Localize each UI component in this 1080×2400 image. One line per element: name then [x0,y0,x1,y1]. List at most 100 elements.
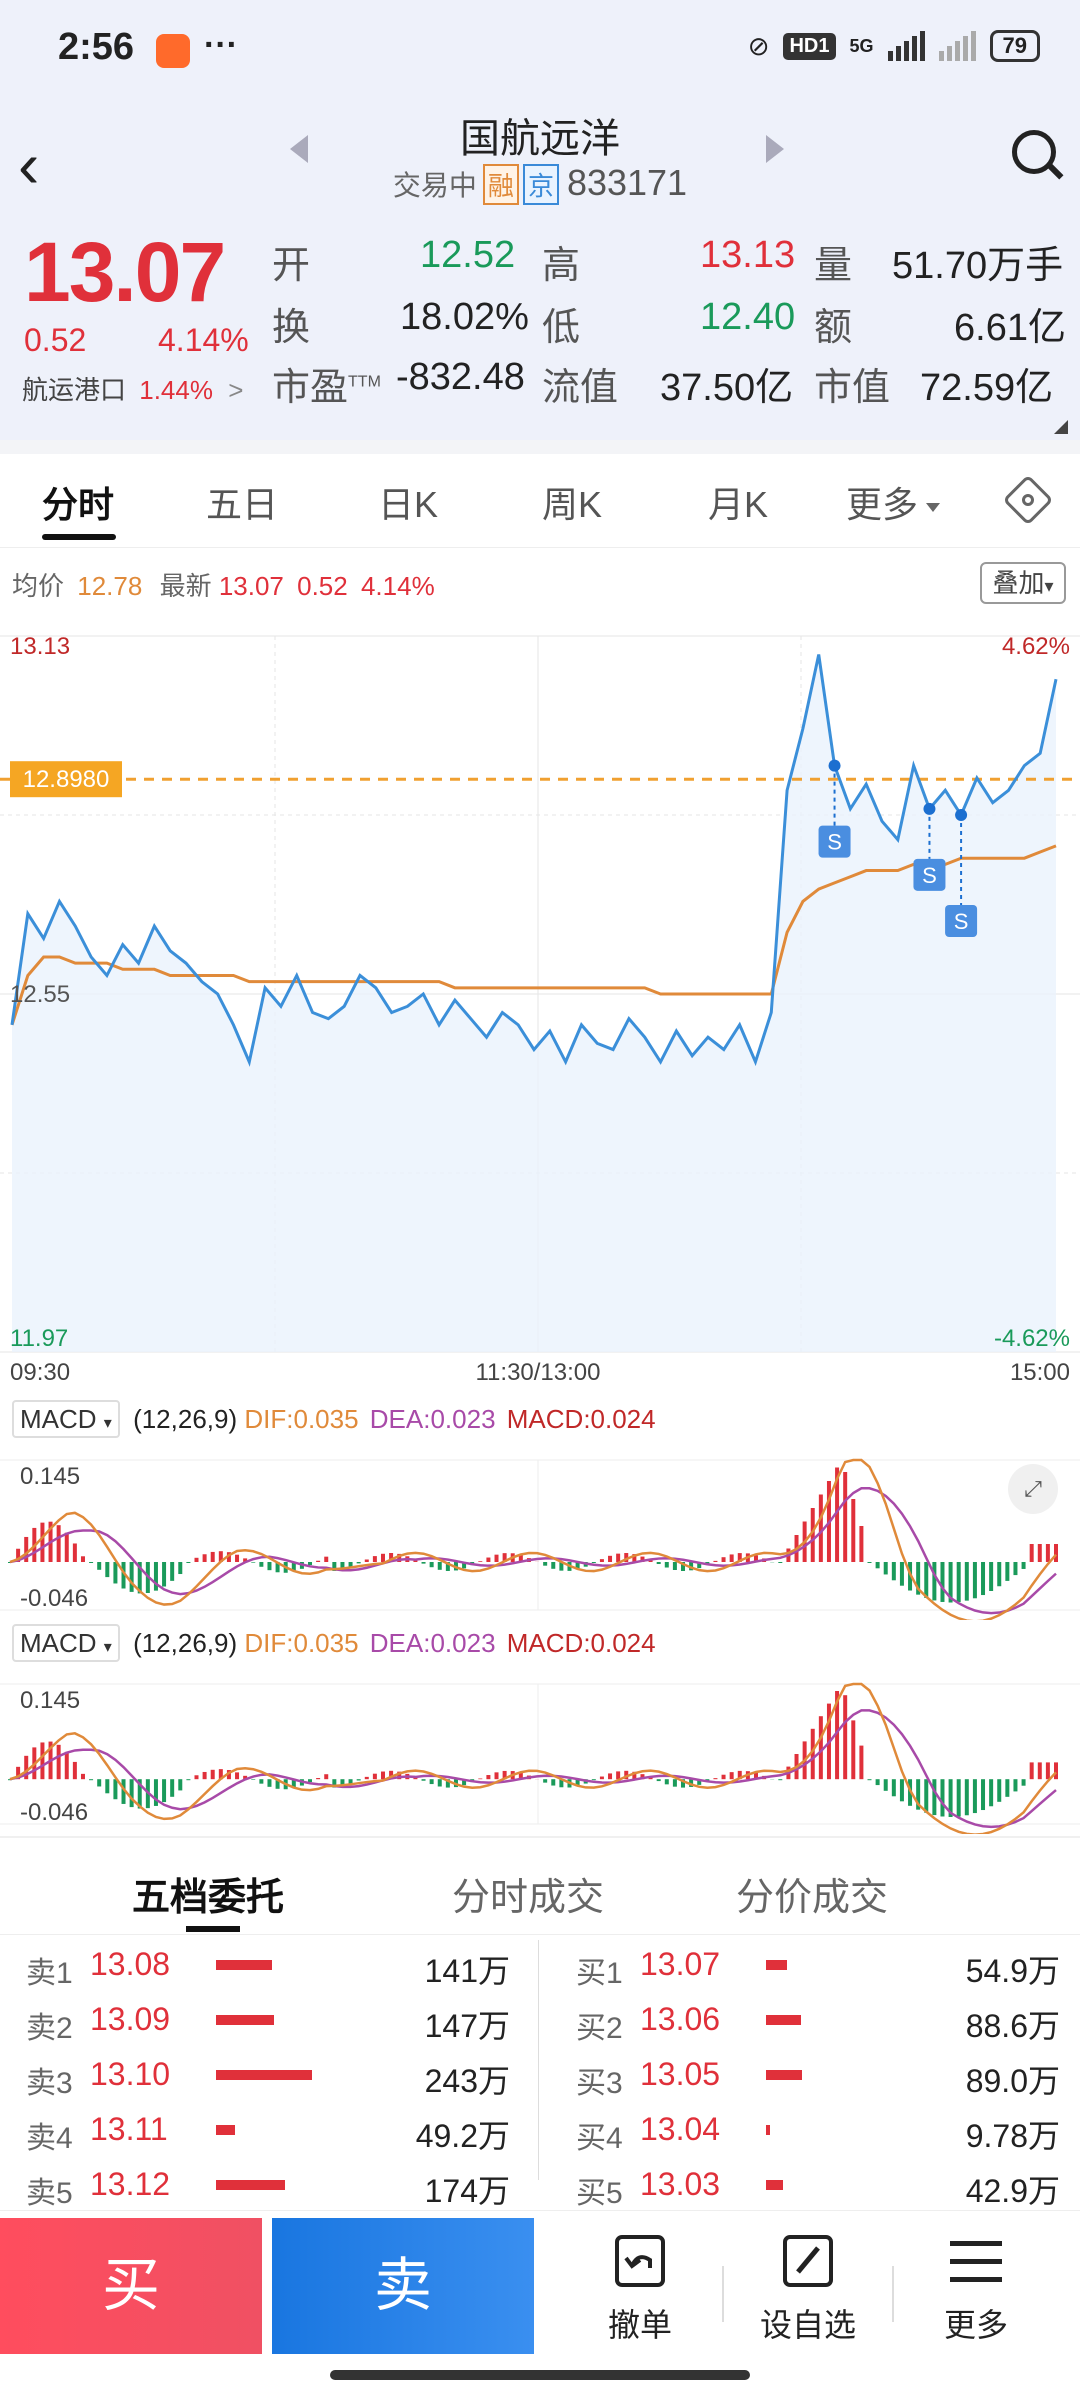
orderbook-row[interactable]: 买5 13.03 42.9万 [550,2158,1080,2212]
macd-dea-line [9,1709,1057,1829]
macd-bar [89,1779,94,1781]
macd-bar [1037,1762,1042,1780]
macd-bar [713,1778,718,1780]
level-price: 13.11 [90,2111,168,2147]
cancel-order-label: 撤单 [607,2307,672,2343]
macd-bar [372,1556,377,1562]
orderbook-row[interactable]: 买3 13.05 89.0万 [550,2048,1080,2102]
buy-button[interactable]: 买 [0,2218,262,2354]
menu-icon [906,2232,1046,2290]
macd-bar [989,1562,994,1591]
macd-bar [924,1562,929,1598]
level-volume: 243万 [424,2063,510,2099]
tab-more[interactable]: 更多 [846,476,941,528]
orderbook-row[interactable]: 卖4 13.11 49.2万 [0,2103,530,2157]
macd-bar [259,1779,264,1784]
macd-bar [559,1779,564,1788]
macd-bar [624,1770,629,1780]
macd-bar [899,1562,904,1586]
macd-dif-line [9,1458,1057,1620]
macd-bar [389,1553,394,1562]
orderbook-row[interactable]: 买2 13.06 88.6万 [550,1993,1080,2047]
status-time: 2:56 [58,26,135,68]
macd-bar [543,1562,548,1566]
orderbook-row[interactable]: 卖5 13.12 174万 [0,2158,530,2212]
macd-bar [859,1745,864,1780]
macd-bar [1054,1762,1058,1780]
macd-bar [518,1772,523,1780]
macd-bar [599,1559,604,1562]
level-volume-bar [766,2070,802,2080]
pct-axis-top-label: 4.62% [1002,633,1070,660]
fullscreen-icon[interactable]: ⤢ [1008,1464,1058,1514]
macd-bar [56,1744,61,1780]
y-axis-top-label: 13.13 [10,633,70,660]
high-value: 13.13 [700,234,796,276]
orderbook-row[interactable]: 买1 13.07 54.9万 [550,1938,1080,1992]
macd-bar [891,1562,896,1581]
macd-selector-2[interactable]: MACD ▾ [12,1624,120,1662]
tab-intraday[interactable]: 分时 [42,484,115,525]
macd-bar [64,1532,69,1562]
settings-icon-dot [1022,494,1034,506]
macd-bar [356,1562,361,1564]
cancel-order-button[interactable]: 撤单 [570,2232,710,2346]
macd-bar [364,1559,369,1562]
overlay-button[interactable]: 叠加▾ [980,562,1066,604]
search-icon[interactable] [1012,130,1056,174]
macd-bar [421,1562,426,1564]
tab-monthly-k[interactable]: 月K [708,484,769,525]
macd-bar [178,1779,183,1791]
sell-button[interactable]: 卖 [272,2218,534,2354]
level-name: 卖1 [26,1957,73,1990]
y-axis-mid-label: 12.55 [10,981,70,1008]
macd-bar [616,1553,621,1562]
macd-bar [162,1779,167,1803]
macd-bar [1029,1762,1034,1780]
tab-daily-k[interactable]: 日K [378,484,439,525]
macd-bar [162,1562,167,1587]
macd-bar [810,1508,815,1562]
macd-chart-2[interactable]: 0.145 -0.046 [0,1674,1080,1834]
orderbook-row[interactable]: 卖2 13.09 147万 [0,1993,530,2047]
macd-header-1: MACD ▾ (12,26,9) DIF:0.035 DEA:0.023 MAC… [12,1400,656,1438]
tab-price-trades[interactable]: 分价成交 [736,1877,889,1919]
macd-chart-1[interactable]: 0.145 -0.046 [0,1450,1080,1620]
tab-five-day[interactable]: 五日 [206,484,279,525]
macd-bar [981,1562,986,1596]
macd-bar [997,1562,1002,1587]
macd-bar [429,1562,434,1568]
chart-labels: 13.13 4.62% 12.55 11.97 -4.62% 12.8980 09:30 11… [10,633,1070,1386]
macd-bar [194,1557,199,1562]
tab-five-level[interactable]: 五档委托 [132,1877,285,1919]
macd-bar [202,1771,207,1780]
macd-bar [40,1742,45,1780]
prev-stock-icon[interactable] [290,135,308,163]
macd-bar [940,1779,945,1817]
next-stock-icon[interactable] [766,135,784,163]
marker-dot [923,802,936,815]
undo-icon [570,2232,710,2290]
macd-selector-1[interactable]: MACD ▾ [12,1400,120,1438]
back-icon[interactable]: ‹ [18,129,40,201]
sector-link[interactable]: 航运港口 1.44% > [22,370,243,407]
x-axis-start-label: 09:30 [10,1359,70,1386]
macd-dea: DEA:0.023 [369,1404,496,1434]
orderbook-row[interactable]: 卖3 13.10 243万 [0,2048,530,2102]
orderbook-row[interactable]: 卖1 13.08 141万 [0,1938,530,1992]
tab-tick-trades[interactable]: 分时成交 [452,1877,605,1919]
macd-bar [721,1557,726,1562]
level-volume: 147万 [424,2008,510,2044]
more-button[interactable]: 更多 [906,2232,1046,2346]
macd-bar [1013,1562,1018,1576]
add-watchlist-button[interactable]: 设自选 [738,2232,878,2346]
level-volume: 174万 [424,2173,510,2209]
level-name: 卖2 [26,2012,73,2045]
tab-weekly-k[interactable]: 周K [542,484,603,525]
orderbook-row[interactable]: 买4 13.04 9.78万 [550,2103,1080,2157]
expand-corner-icon[interactable] [1054,420,1068,434]
macd-bar [494,1554,499,1562]
macd-bar [137,1562,142,1594]
sell-marker [818,825,851,858]
